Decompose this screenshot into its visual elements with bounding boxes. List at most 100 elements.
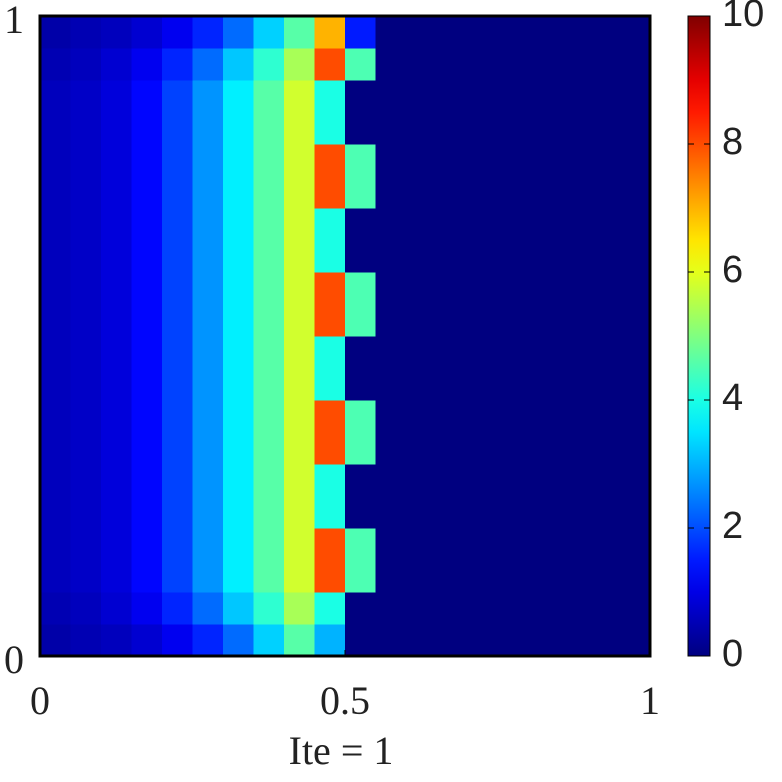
heat-cell [253, 304, 285, 337]
heat-cell [406, 144, 438, 177]
heat-cell [101, 592, 133, 625]
heat-cell [40, 112, 72, 145]
heat-cell [192, 592, 224, 625]
heat-cell [162, 304, 194, 337]
heat-cell [284, 208, 316, 241]
heat-cell [497, 560, 529, 593]
heat-cell [375, 368, 407, 401]
heat-cell [375, 240, 407, 273]
heat-cell [192, 16, 224, 49]
heat-cell [101, 336, 133, 369]
heat-cell [406, 304, 438, 337]
colorbar [687, 15, 711, 657]
heat-cell [619, 400, 651, 433]
heat-cell [375, 592, 407, 625]
heat-cell [406, 432, 438, 465]
heat-cell [162, 176, 194, 209]
heat-cell [131, 176, 163, 209]
heat-cell [131, 80, 163, 113]
heat-cell [558, 496, 590, 529]
heat-cell [284, 592, 316, 625]
heat-cell [223, 336, 255, 369]
heat-cell [314, 144, 346, 177]
heat-cell [589, 464, 621, 497]
heat-cell [345, 560, 377, 593]
heat-cell [101, 304, 133, 337]
x-tick-label: 0.5 [320, 678, 370, 723]
heat-cell [558, 176, 590, 209]
heat-cell [619, 336, 651, 369]
heat-cell [345, 464, 377, 497]
heat-cell [70, 80, 102, 113]
colorbar-tick-label: 4 [722, 377, 743, 419]
heat-cell [589, 208, 621, 241]
heat-cell [436, 272, 468, 305]
heat-cell [589, 496, 621, 529]
heat-cell [40, 464, 72, 497]
colorbar-tick-label: 10 [722, 0, 764, 35]
heat-cell [528, 240, 560, 273]
heat-cell [131, 336, 163, 369]
heat-cell [436, 592, 468, 625]
heat-cell [314, 304, 346, 337]
heat-cell [619, 144, 651, 177]
heat-cell [40, 336, 72, 369]
heat-cell [314, 400, 346, 433]
heat-cell [40, 144, 72, 177]
heat-cell [70, 208, 102, 241]
heat-cell [497, 464, 529, 497]
heat-cell [131, 560, 163, 593]
heat-cell [406, 336, 438, 369]
heat-cell [101, 496, 133, 529]
heat-cell [192, 336, 224, 369]
heat-cell [192, 208, 224, 241]
heat-cell [619, 208, 651, 241]
heat-cell [619, 560, 651, 593]
heat-cell [558, 592, 590, 625]
heat-cell [528, 144, 560, 177]
heat-cell [192, 528, 224, 561]
heat-cell [406, 368, 438, 401]
heat-cell [497, 368, 529, 401]
heat-cell [589, 240, 621, 273]
heat-cell [192, 240, 224, 273]
heat-cell [375, 400, 407, 433]
heat-cell [314, 624, 346, 657]
heat-cell [375, 272, 407, 305]
heat-cell [375, 176, 407, 209]
heat-cell [406, 272, 438, 305]
heat-cell [619, 16, 651, 49]
heat-cell [406, 176, 438, 209]
heat-cell [253, 80, 285, 113]
heat-cell [375, 432, 407, 465]
heat-cell [436, 432, 468, 465]
heat-cell [558, 48, 590, 81]
heat-cell [528, 496, 560, 529]
heat-cell [253, 208, 285, 241]
heat-cell [70, 16, 102, 49]
heat-cell [101, 240, 133, 273]
heat-cell [467, 560, 499, 593]
heat-cell [40, 432, 72, 465]
heat-cell [70, 496, 102, 529]
heat-cell [70, 368, 102, 401]
colorbar-tick-label: 6 [722, 249, 743, 291]
heat-cell [528, 464, 560, 497]
heat-cell [589, 272, 621, 305]
heat-cell [253, 464, 285, 497]
heat-cell [314, 112, 346, 145]
heat-cell [314, 368, 346, 401]
heat-cell [284, 48, 316, 81]
heat-cell [223, 240, 255, 273]
heat-cell [375, 112, 407, 145]
heat-cell [589, 336, 621, 369]
heat-cell [131, 208, 163, 241]
heat-cell [406, 496, 438, 529]
heat-cell [589, 112, 621, 145]
heat-cell [345, 304, 377, 337]
heat-cell [284, 240, 316, 273]
heat-cell [345, 432, 377, 465]
heat-cell [131, 112, 163, 145]
heat-cell [528, 336, 560, 369]
heat-cell [375, 16, 407, 49]
